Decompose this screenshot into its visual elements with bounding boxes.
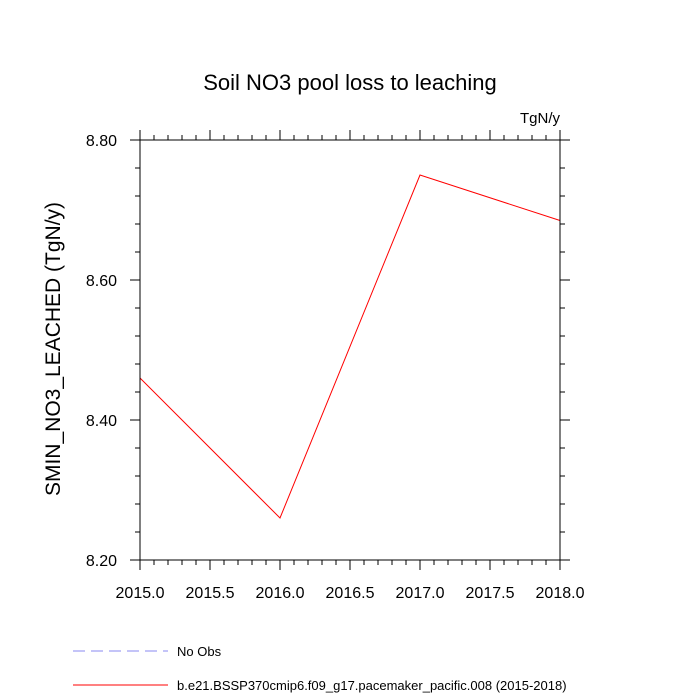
x-tick-label: 2015.5 <box>186 585 235 602</box>
series-line <box>139 174 561 519</box>
x-tick-labels: 2015.0 2015.5 2016.0 2016.5 2017.0 2017.5 2018… <box>116 585 585 602</box>
plot-frame <box>139 139 561 561</box>
x-tick-label: 2016.0 <box>256 585 305 602</box>
y-tick-label: 8.20 <box>86 553 117 570</box>
y-tick-labels: 8.20 8.40 8.60 8.80 <box>86 133 117 570</box>
y-tick-label: 8.60 <box>86 273 117 290</box>
plot-series <box>139 174 561 519</box>
y-tick-label: 8.80 <box>86 133 117 150</box>
x-tick-label: 2016.5 <box>326 585 375 602</box>
legend-label: b.e21.BSSP370cmip6.f09_g17.pacemaker_pac… <box>177 678 567 693</box>
y-axis-title: SMIN_NO3_LEACHED (TgN/y) <box>42 202 65 496</box>
legend-label: No Obs <box>177 644 222 659</box>
legend: No Obs b.e21.BSSP370cmip6.f09_g17.pacemak… <box>73 644 567 693</box>
axis-ticks <box>130 130 570 570</box>
x-tick-label: 2017.0 <box>396 585 445 602</box>
chart-title: Soil NO3 pool loss to leaching <box>203 70 497 95</box>
x-tick-label: 2017.5 <box>466 585 515 602</box>
x-tick-label: 2018.0 <box>536 585 585 602</box>
x-tick-label: 2015.0 <box>116 585 165 602</box>
y-tick-label: 8.40 <box>86 413 117 430</box>
units-label: TgN/y <box>520 110 561 127</box>
